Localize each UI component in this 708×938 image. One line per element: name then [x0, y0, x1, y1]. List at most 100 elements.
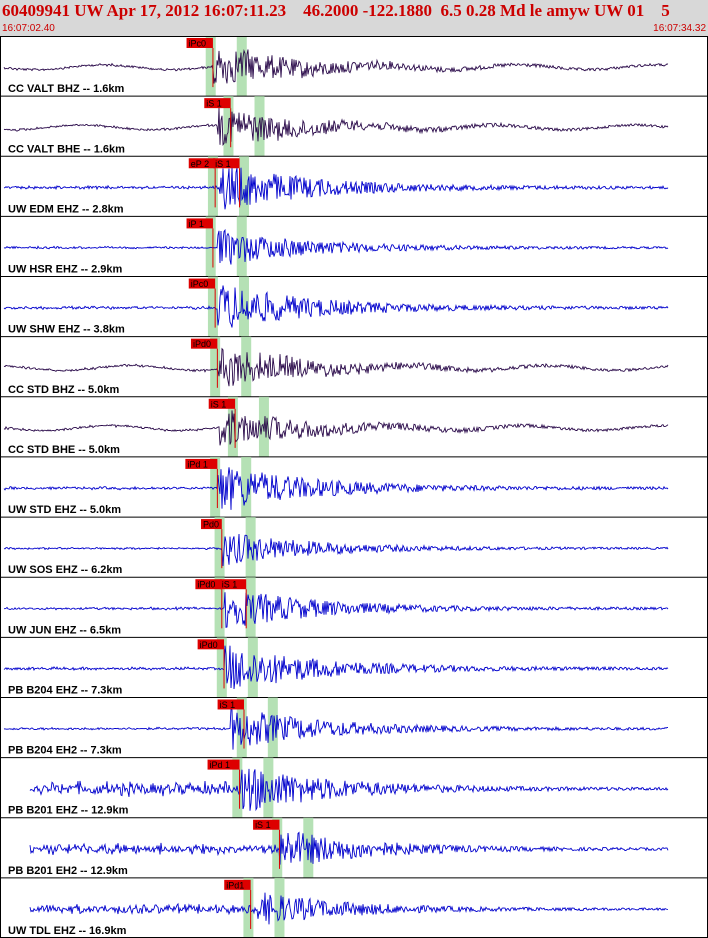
station-label: CC VALT BHE -- 1.6km — [8, 143, 125, 155]
plot-frame — [0, 36, 708, 938]
event-title: 60409941 UW Apr 17, 2012 16:07:11.23 46.… — [2, 1, 670, 20]
analysis-window — [216, 637, 227, 698]
trace-row[interactable]: iS 1 PB B204 EH2 -- 7.3km — [0, 697, 708, 759]
station-label: UW HSR EHZ -- 2.9km — [8, 264, 123, 276]
analysis-window — [214, 517, 225, 578]
analysis-window — [207, 276, 218, 337]
pick-marker[interactable] — [217, 699, 244, 710]
analysis-window — [274, 877, 285, 938]
pick-label: iPd0 — [197, 580, 215, 590]
waveform-trace — [3, 107, 669, 146]
pick-marker[interactable] — [190, 338, 218, 349]
seismogram-plot[interactable]: iPc0 CC VALT BHZ -- 1.6km iS 1 CC VALT BHE … — [0, 36, 708, 938]
pick-marker[interactable] — [197, 639, 225, 650]
analysis-window — [272, 817, 283, 878]
waveform-trace — [3, 707, 669, 750]
station-label: PB B204 EH2 -- 7.3km — [8, 745, 122, 757]
trace-row[interactable]: iS 1 CC STD BHE -- 5.0km — [0, 396, 708, 458]
analysis-window — [236, 697, 247, 758]
pick-label: iPd0 — [200, 640, 218, 650]
waveform-trace — [3, 228, 669, 265]
waveform-trace — [3, 533, 669, 567]
waveform-trace — [3, 347, 669, 387]
trace-row[interactable]: iP 1 UW HSR EHZ -- 2.9km — [0, 216, 708, 278]
start-time-label: 16:07:02.40 — [2, 23, 55, 34]
pick-marker[interactable] — [188, 158, 216, 169]
station-label: PB B201 EHZ -- 12.9km — [8, 805, 129, 817]
waveform-trace — [4, 592, 669, 628]
station-label: CC STD BHE -- 5.0km — [8, 444, 120, 456]
analysis-window — [227, 396, 238, 457]
end-time-label: 16:07:34.32 — [653, 23, 706, 34]
waveform-trace — [3, 167, 669, 210]
waveform-trace — [29, 892, 669, 925]
analysis-window — [205, 36, 216, 97]
analysis-window — [214, 577, 225, 638]
station-label: UW EDM EHZ -- 2.8km — [8, 203, 124, 215]
trace-row[interactable]: iPd 1 PB B201 EHZ -- 12.9km — [0, 757, 708, 819]
analysis-window — [238, 276, 249, 337]
pick-label: iS 1 — [211, 399, 227, 409]
trace-row[interactable]: iS 1 PB B201 EH2 -- 12.9km — [0, 817, 708, 879]
pick-label: iPc0 — [189, 39, 207, 49]
pick-label: iS 1 — [255, 820, 271, 830]
pick-label: iP 1 — [189, 219, 204, 229]
station-label: UW JUN EHZ -- 6.5km — [8, 624, 121, 636]
station-label: UW STD EHZ -- 5.0km — [8, 504, 121, 516]
waveform-trace — [29, 831, 669, 865]
pick-marker[interactable] — [195, 579, 222, 590]
trace-row[interactable]: iPd0 CC STD BHZ -- 5.0km — [0, 336, 708, 398]
pick-label: iPd 1 — [187, 459, 208, 469]
pick-label: iS 1 — [215, 159, 231, 169]
pick-label: eP 2 — [191, 159, 209, 169]
station-label: UW TDL EHZ -- 16.9km — [8, 925, 127, 937]
event-header: 60409941 UW Apr 17, 2012 16:07:11.23 46.… — [0, 0, 708, 36]
pick-marker[interactable] — [224, 879, 251, 890]
pick-marker[interactable] — [208, 398, 236, 409]
pick-label: iS 1 — [222, 580, 238, 590]
pick-marker[interactable] — [207, 759, 240, 770]
trace-row[interactable]: iPd1 UW TDL EHZ -- 16.9km — [0, 877, 708, 938]
analysis-window — [254, 96, 265, 157]
trace-row[interactable]: Pd0 UW SOS EHZ -- 6.2km — [0, 517, 708, 578]
pick-marker[interactable] — [219, 579, 247, 590]
pick-label: iPd1 — [226, 880, 244, 890]
station-label: CC VALT BHZ -- 1.6km — [8, 83, 125, 95]
station-label: PB B201 EH2 -- 12.9km — [8, 865, 128, 877]
station-label: UW SHW EHZ -- 3.8km — [8, 324, 125, 336]
analysis-window — [238, 156, 249, 217]
analysis-window — [263, 757, 274, 818]
pick-marker[interactable] — [213, 158, 240, 169]
pick-label: iPd 1 — [210, 760, 231, 770]
trace-row[interactable]: iPd 1 UW STD EHZ -- 5.0km — [0, 456, 708, 518]
pick-label: iS 1 — [220, 700, 236, 710]
trace-row[interactable]: iS 1 CC VALT BHE -- 1.6km — [0, 96, 708, 157]
trace-row[interactable]: eP 2 iS 1 UW EDM EHZ -- 2.8km — [0, 156, 708, 217]
waveform-trace — [3, 49, 669, 84]
waveform-trace — [3, 645, 669, 690]
analysis-window — [205, 216, 216, 277]
station-label: UW SOS EHZ -- 6.2km — [8, 564, 123, 576]
analysis-window — [210, 336, 221, 397]
analysis-window — [236, 216, 247, 277]
pick-label: iPd0 — [193, 339, 211, 349]
trace-row[interactable]: iPd0 PB B204 EHZ -- 7.3km — [0, 637, 708, 698]
trace-row[interactable]: iPc0 UW SHW EHZ -- 3.8km — [0, 276, 708, 338]
trace-row[interactable]: iPd0 iS 1 UW JUN EHZ -- 6.5km — [0, 577, 708, 638]
pick-marker[interactable] — [185, 458, 218, 469]
pick-label: iPc0 — [191, 279, 209, 289]
pick-marker[interactable] — [188, 278, 216, 289]
pick-label: Pd0 — [203, 520, 219, 530]
waveform-trace — [3, 285, 669, 328]
pick-marker[interactable] — [204, 98, 231, 109]
pick-marker[interactable] — [253, 819, 280, 830]
analysis-window — [241, 456, 252, 518]
waveform-trace — [3, 467, 669, 510]
pick-marker[interactable] — [186, 38, 213, 48]
pick-label: iS 1 — [206, 99, 222, 109]
station-label: PB B204 EHZ -- 7.3km — [8, 684, 123, 696]
pick-marker[interactable] — [201, 519, 222, 530]
pick-marker[interactable] — [186, 218, 213, 229]
waveform-trace — [29, 768, 669, 812]
trace-row[interactable]: iPc0 CC VALT BHZ -- 1.6km — [0, 36, 708, 97]
